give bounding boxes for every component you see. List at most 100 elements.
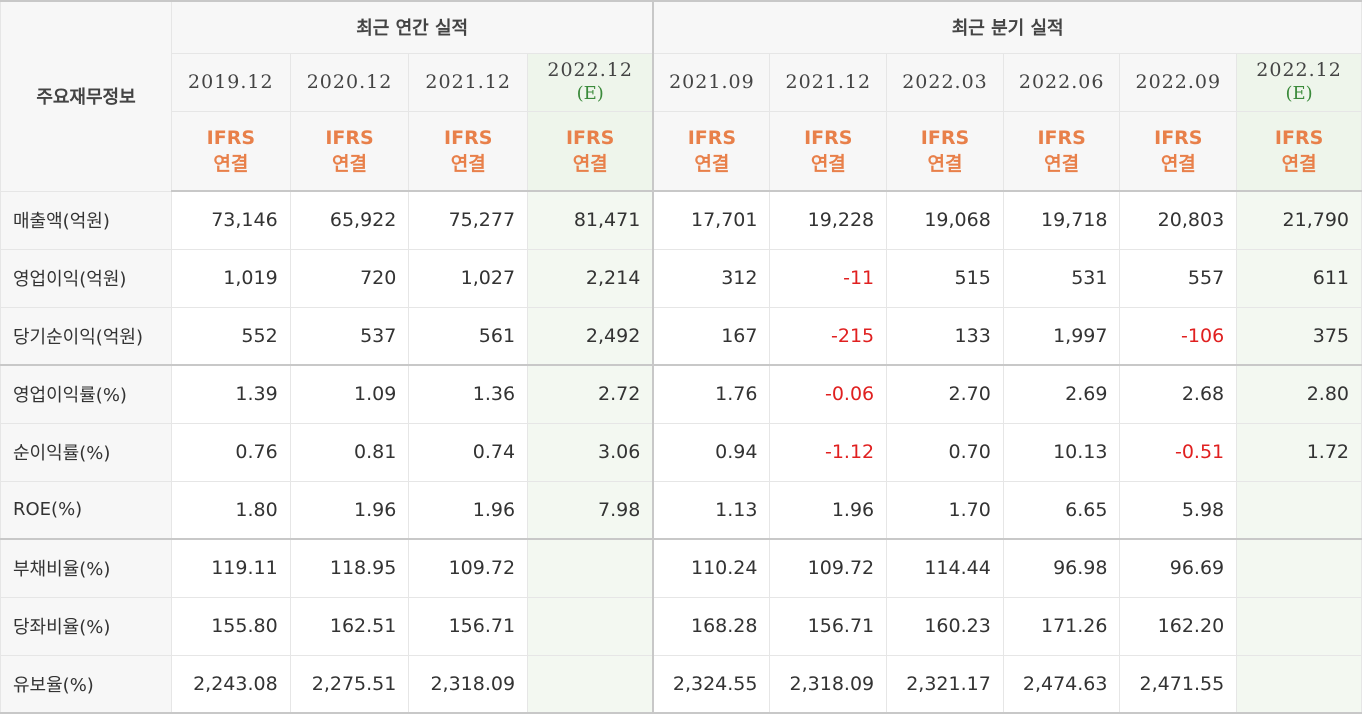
- table-cell: 1,027: [408, 248, 529, 308]
- accounting-type-header: IFRS 연결: [527, 110, 654, 192]
- consolidation-type: 연결: [1160, 152, 1196, 175]
- table-cell: 114.44: [886, 538, 1004, 598]
- table-cell: -11: [769, 248, 888, 308]
- period-date: 2020.12: [306, 71, 393, 93]
- table-cell: 1.39: [170, 364, 291, 424]
- table-cell: 75,277: [408, 190, 529, 250]
- period-header: 2019.12: [170, 52, 291, 112]
- table-cell: 2.69: [1002, 364, 1121, 424]
- period-date: 2022.06: [1018, 71, 1105, 93]
- table-cell: 19,068: [886, 190, 1004, 250]
- table-cell: 155.80: [170, 596, 291, 656]
- table-cell: [1236, 538, 1362, 598]
- estimate-mark: (E): [1285, 83, 1313, 104]
- table-header: 주요재무정보 최근 연간 실적 최근 분기 실적 2019.12 2020.12 20…: [0, 0, 1363, 192]
- table-row: 영업이익(억원) 1,019 720 1,027 2,214 312 -11 515 531 55…: [0, 248, 1362, 308]
- table-cell: 375: [1236, 306, 1362, 366]
- table-cell: 2.70: [886, 364, 1004, 424]
- table-cell: 2,321.17: [886, 654, 1004, 714]
- table-cell: 1.76: [652, 364, 771, 424]
- table-cell: 0.76: [170, 422, 291, 482]
- table-cell: -1.12: [769, 422, 888, 482]
- accounting-standard: IFRS: [206, 126, 256, 149]
- accounting-standard: IFRS: [325, 126, 374, 149]
- period-header: 2022.09: [1119, 52, 1238, 112]
- accounting-standard: IFRS: [687, 126, 737, 149]
- table-cell: 73,146: [170, 190, 291, 250]
- accounting-standard: IFRS: [1274, 126, 1324, 149]
- table-cell: 561: [408, 306, 529, 366]
- table-cell: 109.72: [408, 538, 529, 598]
- table-cell: 6.65: [1002, 480, 1121, 540]
- period-date: 2019.12: [188, 71, 274, 93]
- table-cell: 162.20: [1119, 596, 1238, 656]
- table-cell: 160.23: [886, 596, 1004, 656]
- table-cell: 167: [652, 306, 771, 366]
- table-cell: 1.80: [170, 480, 291, 540]
- period-row: 2019.12 2020.12 2021.12 2022.12 (E) 2021.09 20…: [1, 52, 1362, 112]
- table-cell: 110.24: [652, 538, 771, 598]
- consolidation-type: 연결: [1044, 152, 1080, 175]
- table-cell: 2,492: [527, 306, 654, 366]
- table-cell: 2.72: [527, 364, 654, 424]
- table-cell: [527, 596, 654, 656]
- period-header: 2021.12: [769, 52, 888, 112]
- table-body: 매출액(억원) 73,146 65,922 75,277 81,471 17,701 19,…: [0, 190, 1362, 714]
- consolidation-type: 연결: [810, 152, 846, 175]
- table-cell: -215: [769, 306, 888, 366]
- period-date: 2022.12: [1256, 59, 1342, 81]
- consolidation-type: 연결: [1281, 152, 1317, 175]
- period-group-row: 주요재무정보 최근 연간 실적 최근 분기 실적: [0, 0, 1363, 192]
- period-date: 2021.12: [785, 71, 872, 93]
- table-cell: 1,997: [1002, 306, 1121, 366]
- table-cell: 156.71: [408, 596, 529, 656]
- table-cell: 162.51: [289, 596, 410, 656]
- table-cell: 2,471.55: [1119, 654, 1238, 714]
- table-cell: 65,922: [289, 190, 410, 250]
- table-cell: 2,324.55: [652, 654, 771, 714]
- table-cell: 7.98: [527, 480, 654, 540]
- consolidation-type: 연결: [572, 152, 608, 175]
- row-label: 유보율(%): [0, 654, 172, 714]
- period-header: 2022.06: [1002, 52, 1121, 112]
- table-cell: 96.69: [1119, 538, 1238, 598]
- consolidation-type: 연결: [332, 152, 367, 175]
- table-cell: 168.28: [652, 596, 771, 656]
- table-cell: 0.74: [408, 422, 529, 482]
- period-header: 2020.12: [289, 52, 410, 112]
- consolidation-type: 연결: [450, 152, 486, 175]
- accounting-standard: IFRS: [804, 126, 853, 149]
- row-label: 당좌비율(%): [0, 596, 172, 656]
- table-cell: 17,701: [652, 190, 771, 250]
- table-row: 유보율(%) 2,243.08 2,275.51 2,318.09 2,324.55 2,…: [0, 654, 1362, 714]
- group-quarterly-header: 최근 분기 실적: [652, 0, 1363, 54]
- corner-label: 주요재무정보: [0, 0, 172, 192]
- table-cell: 171.26: [1002, 596, 1121, 656]
- table-row: 순이익률(%) 0.76 0.81 0.74 3.06 0.94 -1.12 0.70 10.1…: [0, 422, 1362, 482]
- period-date: 2022.12: [547, 59, 633, 81]
- table-row: 당기순이익(억원) 552 537 561 2,492 167 -215 133 1,997 -1…: [0, 306, 1362, 366]
- table-cell: 1.96: [769, 480, 888, 540]
- table-cell: 2,318.09: [769, 654, 888, 714]
- table-cell: 119.11: [170, 538, 291, 598]
- table-cell: 2,275.51: [289, 654, 410, 714]
- accounting-type-row: IFRS 연결 IFRS 연결 IFRS 연결 IFRS 연결 IFRS 연결 IFRS 연결 IFRS…: [1, 110, 1362, 192]
- consolidation-type: 연결: [927, 152, 963, 175]
- consolidation-type: 연결: [694, 152, 730, 175]
- table-cell: 1.70: [886, 480, 1004, 540]
- table-cell: 2.80: [1236, 364, 1362, 424]
- table-cell: 1.72: [1236, 422, 1362, 482]
- table-cell: -0.06: [769, 364, 888, 424]
- table-cell: 21,790: [1236, 190, 1362, 250]
- period-header: 2021.12: [408, 52, 529, 112]
- period-header: 2021.09: [652, 52, 771, 112]
- table-cell: 537: [289, 306, 410, 366]
- table-cell: 531: [1002, 248, 1121, 308]
- table-cell: -106: [1119, 306, 1238, 366]
- table-cell: 19,228: [769, 190, 888, 250]
- accounting-type-header: IFRS 연결: [1236, 110, 1362, 192]
- table-cell: 81,471: [527, 190, 654, 250]
- table-cell: 109.72: [769, 538, 888, 598]
- row-label: 부채비율(%): [0, 538, 172, 598]
